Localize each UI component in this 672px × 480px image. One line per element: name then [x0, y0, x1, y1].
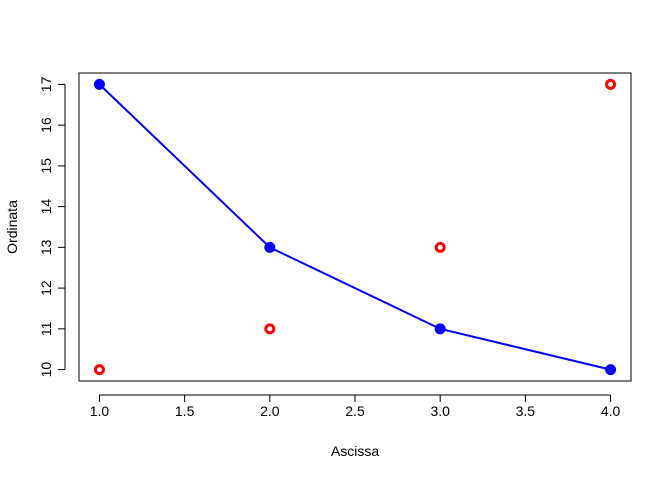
y-tick-label: 11 — [38, 321, 54, 336]
blue-point — [605, 364, 617, 376]
x-tick-label: 2.5 — [345, 403, 365, 419]
blue-point — [264, 241, 276, 253]
y-axis-title: Ordinata — [4, 200, 20, 254]
y-tick-label: 10 — [38, 362, 54, 378]
y-tick-label: 14 — [38, 199, 54, 215]
y-tick-label: 17 — [38, 76, 54, 92]
blue-point — [93, 78, 105, 90]
y-tick-label: 12 — [38, 280, 54, 296]
x-axis-title: Ascissa — [331, 443, 379, 459]
x-tick-label: 2.0 — [260, 403, 280, 419]
red-point — [434, 241, 446, 253]
x-tick-label: 1.0 — [90, 403, 110, 419]
y-tick-label: 15 — [38, 158, 54, 174]
x-tick-label: 3.0 — [430, 403, 450, 419]
plot-frame — [78, 72, 632, 382]
axes: 1.0 1.5 2.0 2.5 3.0 3.5 4.0 10 11 12 13 14 15 16 17 — [38, 72, 632, 419]
red-point — [605, 78, 617, 90]
x-tick-label: 3.5 — [516, 403, 536, 419]
y-tick-label: 13 — [38, 239, 54, 255]
red-point — [93, 364, 105, 376]
red-point — [264, 323, 276, 335]
x-tick-label: 4.0 — [601, 403, 621, 419]
data-marks — [93, 78, 617, 376]
y-tick-label: 16 — [38, 117, 54, 133]
x-tick-label: 1.5 — [175, 403, 195, 419]
blue-point — [434, 323, 446, 335]
series-line — [98, 83, 611, 371]
